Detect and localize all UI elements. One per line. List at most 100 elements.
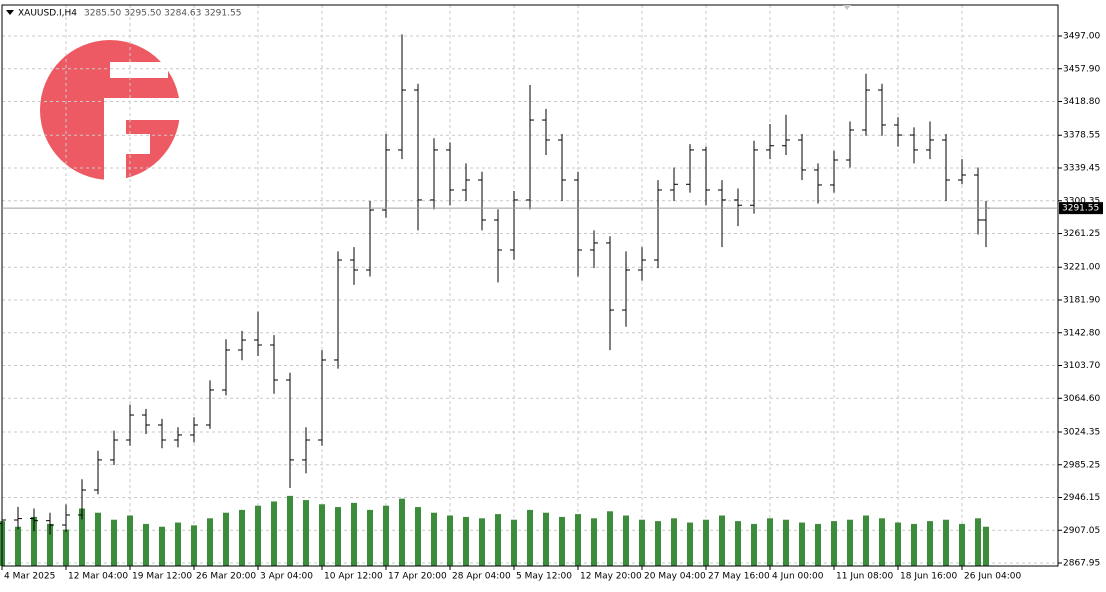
- logo-glyph: [104, 62, 180, 180]
- volume-bar: [735, 521, 741, 566]
- y-tick-label: 3181.90: [1063, 295, 1100, 305]
- volume-bar: [943, 519, 949, 566]
- y-tick-label: 2946.15: [1063, 493, 1100, 503]
- volume-bar: [911, 523, 917, 566]
- volume-bar: [207, 518, 213, 566]
- volume-bar: [751, 523, 757, 566]
- volume-bar: [191, 525, 197, 566]
- volume-bar: [983, 526, 989, 566]
- x-tick-label: 11 Jun 08:00: [836, 572, 893, 582]
- volume-bar: [783, 519, 789, 566]
- y-tick-label: 3024.35: [1063, 427, 1100, 437]
- y-tick-label: 3378.55: [1063, 131, 1100, 141]
- volume-bar: [703, 519, 709, 566]
- volume-bar: [223, 512, 229, 566]
- y-tick-label: 3064.60: [1063, 394, 1100, 404]
- volume-bar: [639, 519, 645, 566]
- volume-bar: [31, 516, 37, 566]
- x-tick-label: 26 Jun 04:00: [964, 572, 1021, 582]
- x-tick-label: 18 Jun 16:00: [900, 572, 957, 582]
- y-tick-label: 3339.45: [1063, 163, 1100, 173]
- x-tick-label: 3 Apr 04:00: [260, 572, 313, 582]
- volume-bar: [95, 512, 101, 566]
- x-tick-label: 19 Mar 12:00: [132, 572, 192, 582]
- x-tick-label: 20 May 04:00: [644, 572, 706, 582]
- volume-bar: [79, 508, 85, 566]
- volume-bar: [399, 498, 405, 566]
- volume-bar: [111, 519, 117, 566]
- volume-bar: [287, 495, 293, 566]
- volume-bar: [543, 512, 549, 566]
- x-tick-label: 27 May 16:00: [708, 572, 770, 582]
- volume-bar: [863, 515, 869, 566]
- volume-bar: [415, 507, 421, 566]
- watermark-logo: [40, 40, 180, 180]
- y-tick-label: 3103.70: [1063, 361, 1100, 371]
- volume-bar: [575, 514, 581, 566]
- volume-bar: [255, 505, 261, 566]
- volume-bar: [447, 515, 453, 566]
- x-tick-label: 4 Jun 00:00: [772, 572, 824, 582]
- volume-bar: [959, 523, 965, 566]
- volume-bar: [895, 522, 901, 566]
- y-tick-label: 3457.90: [1063, 64, 1100, 74]
- volume-bar: [303, 500, 309, 566]
- volume-bar: [143, 523, 149, 566]
- volume-bar: [527, 509, 533, 566]
- volume-bar: [607, 511, 613, 566]
- volume-bar: [127, 515, 133, 566]
- volume-bar: [271, 501, 277, 566]
- volume-bar: [799, 522, 805, 566]
- volume-bar: [15, 526, 21, 566]
- volume-bar: [495, 514, 501, 566]
- volume-bar: [559, 516, 565, 566]
- volume-bar: [767, 518, 773, 566]
- volume-bar: [239, 509, 245, 566]
- volume-bar: [815, 523, 821, 566]
- x-tick-label: 12 Mar 04:00: [68, 572, 128, 582]
- volume-bar: [719, 515, 725, 566]
- volume-bar: [687, 522, 693, 566]
- volume-bar: [367, 509, 373, 566]
- volume-bar: [591, 518, 597, 566]
- volume-bar: [335, 507, 341, 566]
- volume-bar: [975, 518, 981, 566]
- volume-bar: [623, 515, 629, 566]
- x-tick-label: 5 May 12:00: [516, 572, 572, 582]
- volume-bar: [351, 502, 357, 566]
- volume-bar: [383, 505, 389, 566]
- volume-bar: [159, 526, 165, 566]
- volume-bar: [847, 519, 853, 566]
- current-price-label: 3291.55: [1062, 204, 1099, 214]
- volume-bar: [47, 523, 53, 566]
- y-tick-label: 2867.95: [1063, 559, 1100, 569]
- volume-bar: [175, 522, 181, 566]
- current-price-box: [1059, 202, 1103, 215]
- volume-bar: [319, 504, 325, 566]
- x-tick-label: 4 Mar 2025: [4, 572, 55, 582]
- volume-bar: [879, 518, 885, 566]
- plot-border: [1, 4, 1059, 567]
- volume-bar: [463, 516, 469, 566]
- volume-bar: [927, 521, 933, 566]
- symbol: XAUUSD.I,H4: [18, 9, 77, 19]
- volume-bar: [431, 512, 437, 566]
- y-tick-label: 2985.25: [1063, 460, 1100, 470]
- last-bar: 3285.50 3295.50 3284.63 3291.55: [84, 9, 241, 19]
- volume-bar: [63, 529, 69, 566]
- x-tick-label: 17 Apr 20:00: [388, 572, 447, 582]
- y-tick-label: 3497.00: [1063, 31, 1100, 41]
- x-tick-label: 28 Apr 04:00: [452, 572, 511, 582]
- shift-marker: [843, 5, 851, 10]
- plot-area: [0, 5, 1058, 566]
- y-tick-label: 3300.35: [1063, 196, 1100, 206]
- volume-bar: [831, 521, 837, 566]
- volume-bar: [511, 519, 517, 566]
- menu-arrow: [6, 10, 14, 15]
- y-tick-label: 2907.05: [1063, 526, 1100, 536]
- volume-bar: [479, 518, 485, 566]
- volume-bar: [671, 518, 677, 566]
- x-tick-label: 12 May 20:00: [580, 572, 642, 582]
